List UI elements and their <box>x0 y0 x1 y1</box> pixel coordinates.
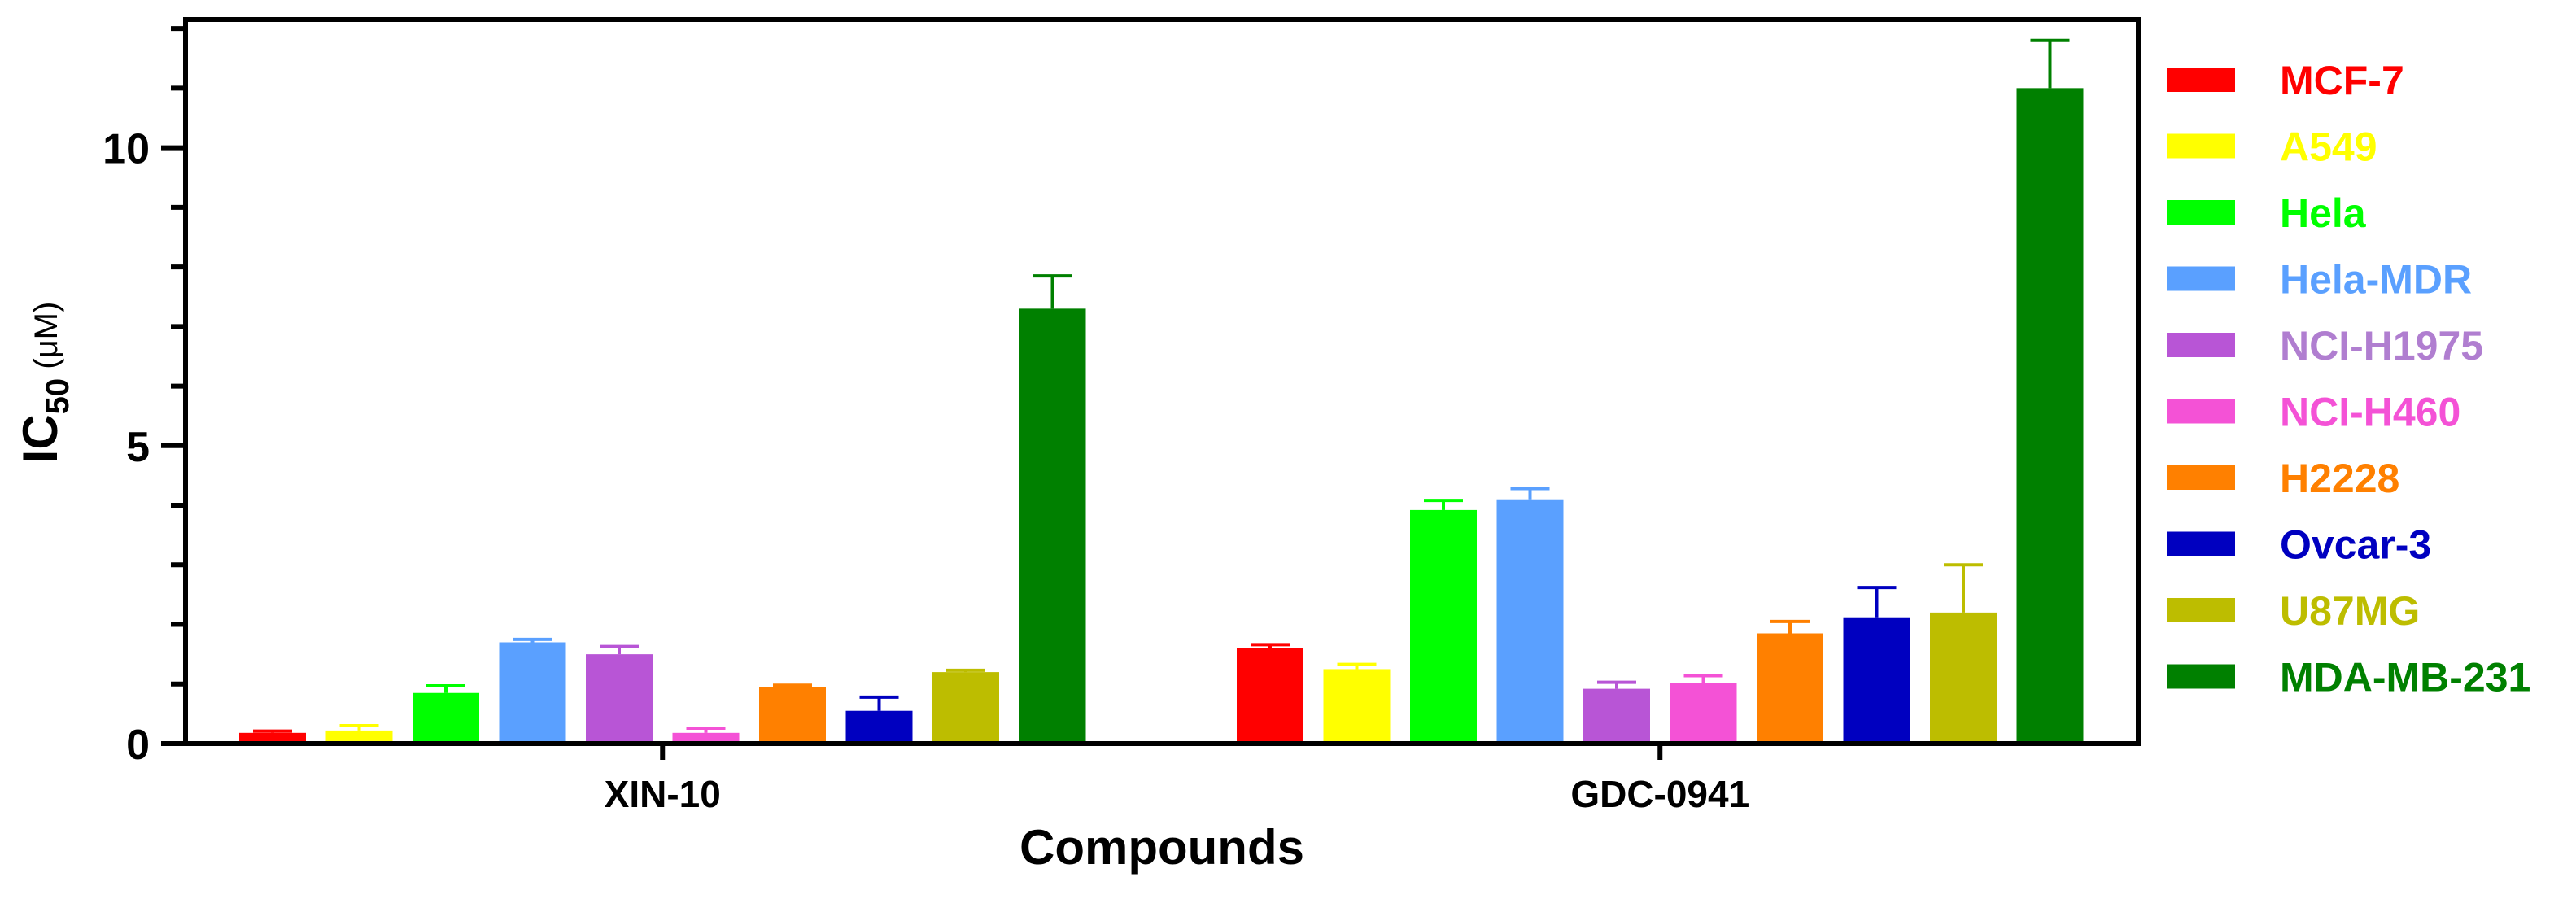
x-tick-label: GDC-0941 <box>1570 773 1749 815</box>
y-axis-title-subscript: 50 <box>40 378 76 415</box>
legend-label: U87MG <box>2280 588 2420 634</box>
y-axis-title-main: IC <box>13 414 68 463</box>
bar-hela-gdc-0941 <box>1410 509 1477 744</box>
legend-swatch <box>2167 598 2235 622</box>
legend-label: MCF-7 <box>2280 58 2404 103</box>
bar-h2228-xin-10 <box>759 687 826 744</box>
bar-ovcar-3-xin-10 <box>845 710 913 744</box>
legend-label: NCI-H460 <box>2280 390 2460 435</box>
bar-nci-h1975-xin-10 <box>586 654 653 744</box>
bar-mda-mb-231-xin-10 <box>1019 308 1086 744</box>
y-axis-title: IC50 (μM) <box>13 302 76 464</box>
bar-u87mg-gdc-0941 <box>1930 612 1997 744</box>
legend-swatch <box>2167 664 2235 689</box>
legend-label: MDA-MB-231 <box>2280 655 2530 700</box>
y-ticks-layer: 0 5 10 <box>103 26 186 769</box>
error-bars-layer <box>253 38 2070 733</box>
legend-label: Hela <box>2280 190 2367 236</box>
legend-label: A549 <box>2280 124 2377 170</box>
y-axis-title-unit: (μM) <box>28 302 64 378</box>
bar-hela-mdr-xin-10 <box>499 642 566 744</box>
bar-u87mg-xin-10 <box>932 672 999 744</box>
bar-mda-mb-231-gdc-0941 <box>2016 88 2084 744</box>
bar-nci-h1975-gdc-0941 <box>1583 688 1650 744</box>
bar-hela-mdr-gdc-0941 <box>1496 499 1564 744</box>
bar-nci-h460-gdc-0941 <box>1670 683 1737 744</box>
x-axis-title: Compounds <box>1019 820 1304 875</box>
legend-swatch <box>2167 465 2235 490</box>
bar-mcf-7-gdc-0941 <box>1237 648 1303 744</box>
bars-layer <box>239 88 2084 744</box>
legend-label: Ovcar-3 <box>2280 522 2431 568</box>
x-tick-label: XIN-10 <box>605 773 721 815</box>
axes-layer <box>183 17 2141 746</box>
y-tick-label: 5 <box>126 424 150 471</box>
bar-hela-xin-10 <box>413 692 479 744</box>
legend-label: NCI-H1975 <box>2280 323 2483 369</box>
bar-a549-xin-10 <box>325 730 393 744</box>
bar-h2228-gdc-0941 <box>1757 633 1823 744</box>
legend-swatch <box>2167 200 2235 225</box>
legend-swatch <box>2167 133 2235 159</box>
legend-swatch <box>2167 531 2235 556</box>
bar-mcf-7-xin-10 <box>239 732 306 744</box>
bar-a549-gdc-0941 <box>1323 669 1391 744</box>
legend-swatch <box>2167 68 2235 92</box>
y-tick-label: 0 <box>126 722 150 769</box>
legend: MCF-7 A549 Hela Hela-MDR NCI-H1975 NCI-H460 H2… <box>2167 58 2530 700</box>
bar-nci-h460-xin-10 <box>672 732 740 744</box>
x-ticks-layer: XIN-10 GDC-0941 <box>605 744 1749 815</box>
legend-swatch <box>2167 333 2235 357</box>
plot-frame <box>183 17 2141 746</box>
legend-label: H2228 <box>2280 456 2399 501</box>
legend-swatch <box>2167 399 2235 424</box>
legend-swatch <box>2167 266 2235 291</box>
bar-ovcar-3-gdc-0941 <box>1843 617 1910 744</box>
legend-label: Hela-MDR <box>2280 257 2472 303</box>
y-tick-label: 10 <box>103 126 150 173</box>
